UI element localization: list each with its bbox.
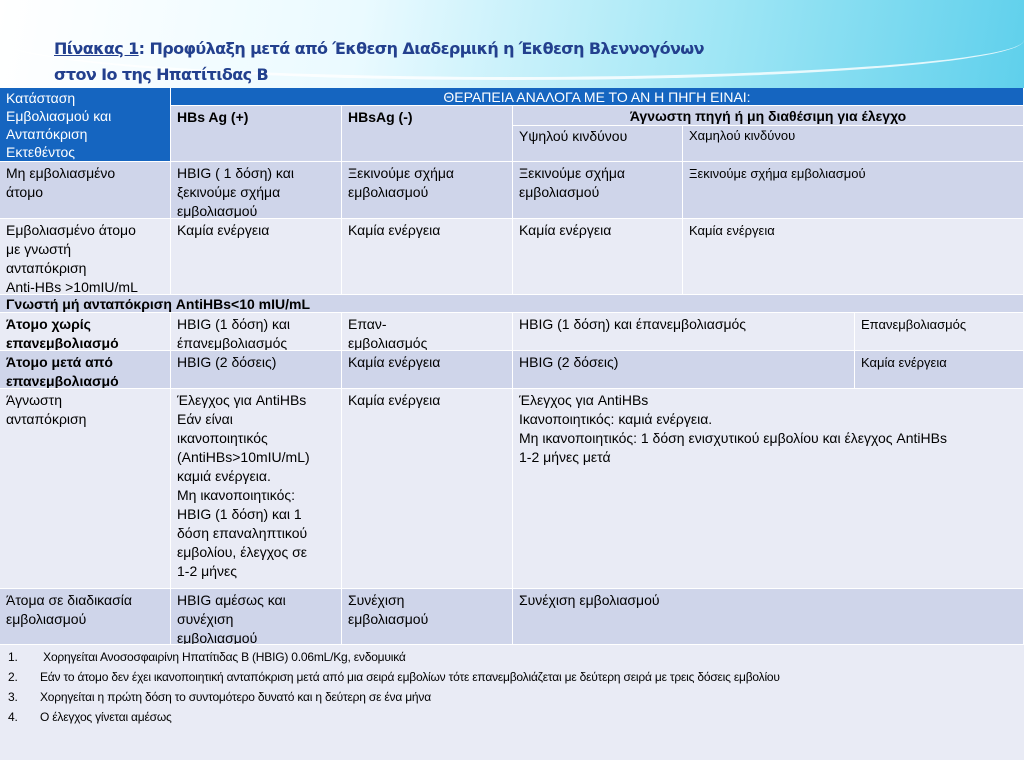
row-after-revacc-hbs-neg: Καμία ενέργεια [342, 351, 513, 389]
section-known-nonresponse: Γνωστή μή ανταπόκριση AntiHBs<10 mIU/mL [0, 295, 1024, 313]
title-line-2: στον Ιο της Ηπατίτιδας Β [54, 65, 269, 84]
row-unknown-response-label: Άγνωστη ανταπόκριση [0, 389, 171, 589]
footnote-text: Χορηγείται Ανοσοσφαιρίνη Ηπατίτιδας Β (H… [40, 650, 406, 664]
header-hbsag-negative: HBsAg (-) [342, 106, 513, 162]
footnote-text: Ο έλεγχος γίνεται αμέσως [40, 710, 172, 724]
row-vaccinated-hbs-pos: Καμία ενέργεια [171, 219, 342, 295]
row-no-revacc-low: Επανεμβολιασμός [855, 313, 1024, 351]
row-vaccinated-hbs-neg: Καμία ενέργεια [342, 219, 513, 295]
row-in-progress-hbs-pos: HBIG αμέσως και συνέχιση εμβολιασμού [171, 589, 342, 645]
row-in-progress-label: Άτομα σε διαδικασία εμβολιασμού [0, 589, 171, 645]
row-no-revacc-hbs-neg: Επαν- εμβολιασμός [342, 313, 513, 351]
row-unvaccinated-label: Μη εμβολιασμένο άτομο [0, 162, 171, 219]
footnote-3: 3. Χορηγείται η πρώτη δόση το συντομότερο… [8, 690, 1018, 704]
row-no-revacc-high: HBIG (1 δόση) και έπανεμβολιασμός [513, 313, 855, 351]
header-unknown-source: Άγνωστη πηγή ή μη διαθέσιμη για έλεγχο [513, 106, 1024, 126]
footnote-number: 1. [8, 650, 18, 664]
row-after-revacc-label: Άτομο μετά από επανεμβολιασμό [0, 351, 171, 389]
row-after-revacc-hbs-pos: HBIG (2 δόσεις) [171, 351, 342, 389]
header-status: Κατάσταση Εμβολιασμού και Ανταπόκριση Εκ… [0, 88, 171, 162]
row-in-progress-hbs-neg: Συνέχιση εμβολιασμού [342, 589, 513, 645]
row-unvaccinated-hbs-neg: Ξεκινούμε σχήμα εμβολιασμού [342, 162, 513, 219]
row-unknown-response-unknown-source: Έλεγχος για AntiHBs Ικανοποιητικός: καμι… [513, 389, 1024, 589]
footnote-2: 2. Εάν το άτομο δεν έχει ικανοποιητική αν… [8, 670, 1018, 684]
slide-background [0, 0, 1024, 90]
slide-title: Πίνακας 1: Προφύλαξη μετά από Έκθεση Δια… [54, 36, 994, 88]
footnote-text: Χορηγείται η πρώτη δόση το συντομότερο δ… [40, 690, 431, 704]
footnote-number: 3. [8, 690, 18, 704]
header-high-risk: Υψηλού κινδύνου [513, 126, 683, 162]
row-after-revacc-low: Καμία ενέργεια [855, 351, 1024, 389]
row-unvaccinated-hbs-pos: HBIG ( 1 δόση) και ξεκινούμε σχήμα εμβολ… [171, 162, 342, 219]
title-line-1: : Προφύλαξη μετά από Έκθεση Διαδερμική η… [138, 39, 705, 58]
row-unknown-response-hbs-neg: Καμία ενέργεια [342, 389, 513, 589]
footnote-1: 1. Χορηγείται Ανοσοσφαιρίνη Ηπατίτιδας Β… [8, 650, 1018, 664]
row-unvaccinated-low: Ξεκινούμε σχήμα εμβολιασμού [683, 162, 1024, 219]
row-unknown-response-hbs-pos: Έλεγχος για AntiHBs Εάν είναι ικανοποιητ… [171, 389, 342, 589]
header-hbsag-positive: HBs Ag (+) [171, 106, 342, 162]
decorative-swoosh [0, 0, 1024, 80]
footnotes: 1. Χορηγείται Ανοσοσφαιρίνη Ηπατίτιδας Β… [0, 645, 1024, 760]
header-low-risk: Χαμηλού κινδύνου [683, 126, 1024, 162]
row-vaccinated-high: Καμία ενέργεια [513, 219, 683, 295]
header-therapy: ΘΕΡΑΠΕΙΑ ΑΝΑΛΟΓΑ ΜΕ ΤΟ ΑΝ Η ΠΗΓΗ ΕΙΝΑΙ: [171, 88, 1024, 106]
footnote-text: Εάν το άτομο δεν έχει ικανοποιητική αντα… [40, 670, 780, 684]
row-vaccinated-label: Εμβολιασμένο άτομο με γνωστή ανταπόκριση… [0, 219, 171, 295]
table-label: Πίνακας 1 [54, 39, 139, 58]
row-unvaccinated-high: Ξεκινούμε σχήμα εμβολιασμού [513, 162, 683, 219]
footnote-number: 4. [8, 710, 18, 724]
row-no-revacc-label: Άτομο χωρίς επανεμβολιασμό [0, 313, 171, 351]
row-no-revacc-hbs-pos: HBIG (1 δόση) και έπανεμβολιασμός [171, 313, 342, 351]
row-after-revacc-high: HBIG (2 δόσεις) [513, 351, 855, 389]
footnote-number: 2. [8, 670, 18, 684]
row-in-progress-unknown-source: Συνέχιση εμβολιασμού [513, 589, 1024, 645]
footnote-4: 4. Ο έλεγχος γίνεται αμέσως [8, 710, 1018, 724]
row-vaccinated-low: Καμία ενέργεια [683, 219, 1024, 295]
